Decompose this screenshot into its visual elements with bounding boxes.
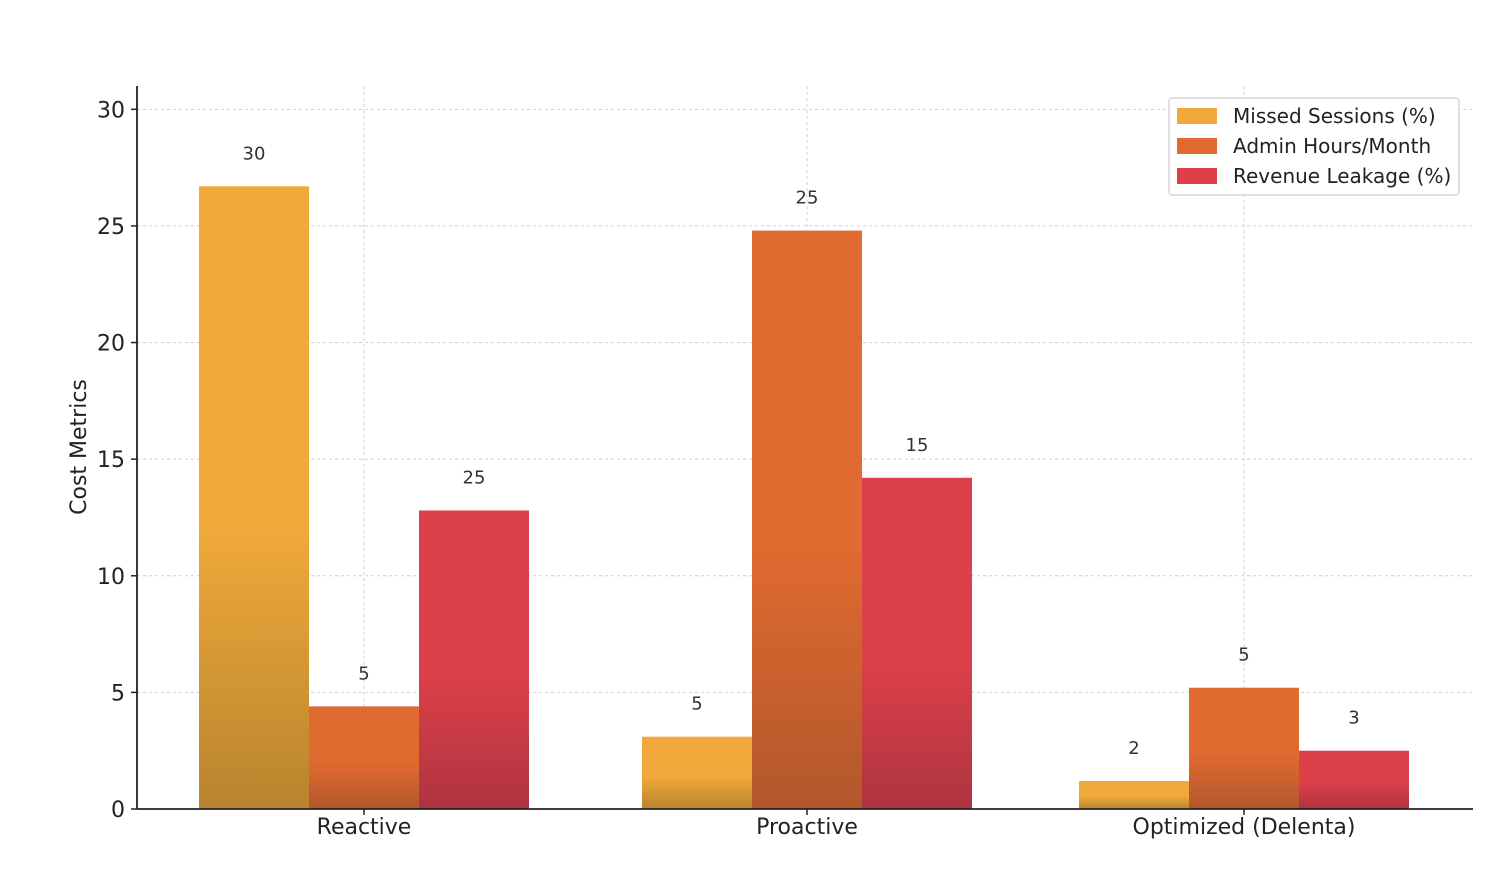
- bar-value-label: 5: [691, 694, 702, 715]
- bar-value-label: 3: [1348, 708, 1359, 729]
- bar-value-label: 30: [243, 143, 266, 164]
- bar-0-1: [642, 736, 752, 809]
- bar-value-label: 15: [906, 435, 929, 456]
- y-tick-label: 15: [97, 448, 125, 473]
- labels: 05101520253030525Reactive52515Proactive2…: [97, 98, 1360, 840]
- bar-value-label: 25: [796, 188, 819, 209]
- bar-value-label: 5: [1238, 645, 1249, 666]
- bar-value-label: 5: [358, 663, 369, 684]
- bar-1-1: [752, 230, 862, 810]
- legend-label: Admin Hours/Month: [1233, 134, 1431, 158]
- legend-label: Revenue Leakage (%): [1233, 164, 1451, 188]
- bars: [199, 186, 1409, 810]
- x-tick-label: Proactive: [756, 815, 858, 840]
- y-tick-label: 25: [97, 215, 125, 240]
- bar-2-2: [1299, 750, 1409, 809]
- legend-swatch: [1177, 108, 1217, 124]
- y-tick-label: 0: [111, 798, 125, 823]
- y-axis-label: Cost Metrics: [67, 379, 92, 515]
- bar-2-0: [419, 510, 529, 809]
- legend-swatch: [1177, 168, 1217, 184]
- x-tick-label: Optimized (Delenta): [1133, 815, 1356, 840]
- legend-label: Missed Sessions (%): [1233, 104, 1436, 128]
- bar-value-label: 25: [463, 467, 486, 488]
- bar-0-2: [1079, 781, 1189, 809]
- axes: [131, 86, 1473, 815]
- y-tick-label: 5: [111, 681, 125, 706]
- legend-box: [1168, 97, 1460, 196]
- bar-1-2: [1189, 687, 1299, 809]
- bar-1-0: [309, 706, 419, 809]
- bar-2-1: [862, 477, 972, 809]
- legend: Missed Sessions (%) Admin Hours/Month Reve…: [1168, 97, 1460, 196]
- bar-0-0: [199, 186, 309, 809]
- y-tick-label: 10: [97, 565, 125, 590]
- y-tick-label: 20: [97, 332, 125, 357]
- y-tick-label: 30: [97, 98, 125, 123]
- legend-swatch: [1177, 138, 1217, 154]
- bar-value-label: 2: [1128, 738, 1139, 759]
- x-tick-label: Reactive: [317, 815, 412, 840]
